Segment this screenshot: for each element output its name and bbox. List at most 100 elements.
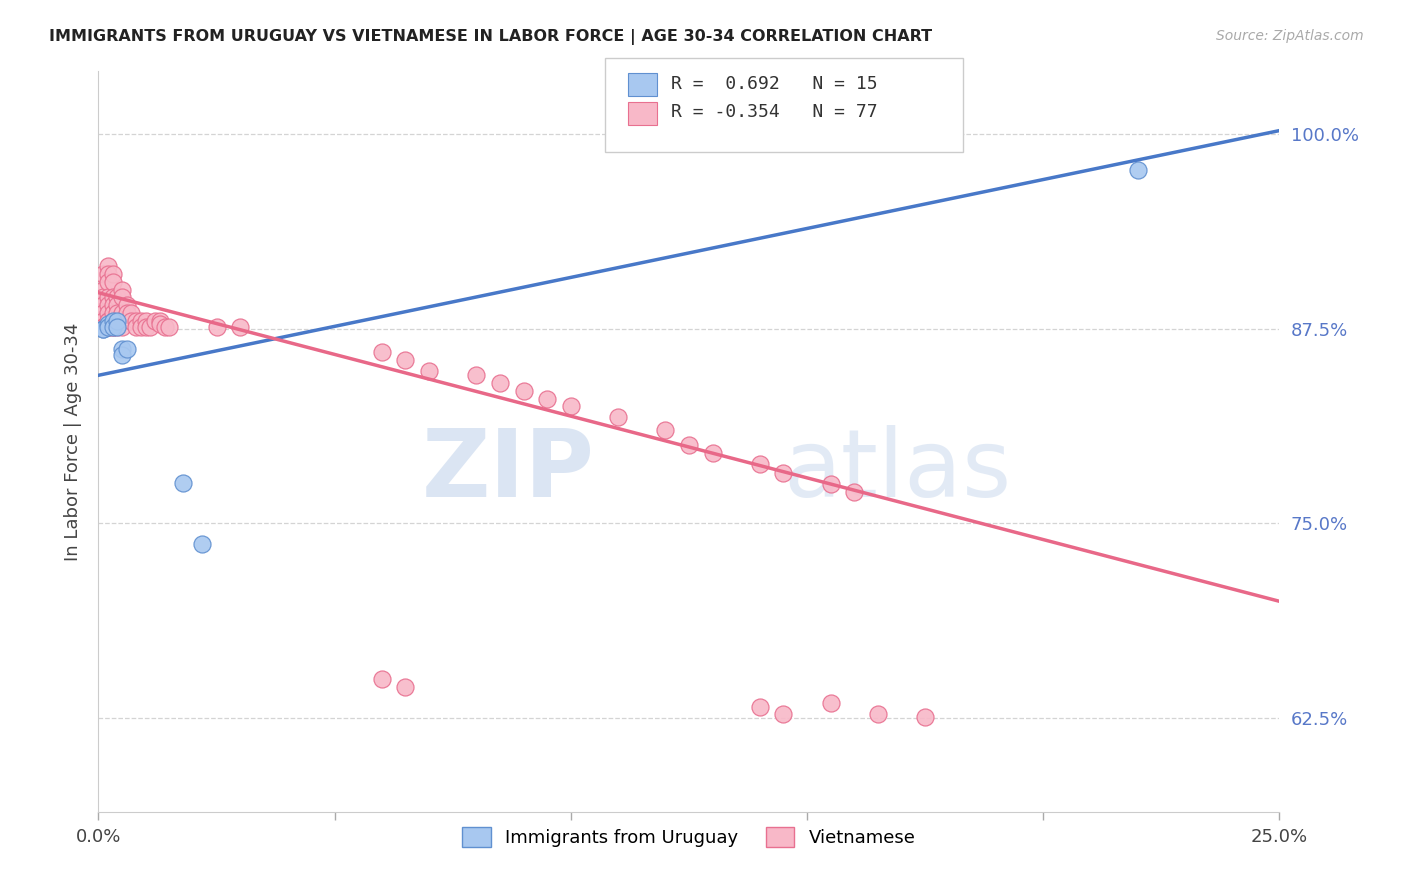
Point: [394, 352, 416, 367]
Point: [149, 314, 172, 328]
Point: [97, 259, 120, 273]
Legend: Immigrants from Uruguay, Vietnamese: Immigrants from Uruguay, Vietnamese: [456, 820, 922, 855]
Point: [111, 283, 134, 297]
Point: [465, 368, 488, 383]
Point: [101, 275, 124, 289]
Point: [105, 314, 128, 328]
Point: [97, 320, 120, 334]
Point: [149, 317, 172, 331]
Point: [371, 672, 394, 686]
Point: [820, 477, 842, 491]
Point: [125, 320, 148, 334]
Point: [101, 314, 124, 328]
Text: atlas: atlas: [783, 425, 1012, 517]
Point: [844, 485, 866, 500]
Point: [101, 298, 124, 312]
Point: [97, 275, 120, 289]
Point: [172, 475, 194, 490]
Point: [97, 306, 120, 320]
Point: [191, 536, 214, 550]
Point: [125, 314, 148, 328]
Text: IMMIGRANTS FROM URUGUAY VS VIETNAMESE IN LABOR FORCE | AGE 30-34 CORRELATION CHA: IMMIGRANTS FROM URUGUAY VS VIETNAMESE IN…: [49, 29, 932, 45]
Point: [512, 384, 534, 398]
Point: [115, 342, 138, 356]
Point: [101, 306, 124, 320]
Point: [129, 320, 152, 334]
Point: [97, 314, 120, 328]
Point: [157, 320, 180, 334]
Point: [866, 706, 889, 721]
Point: [914, 709, 936, 723]
Text: ZIP: ZIP: [422, 425, 595, 517]
Point: [1126, 162, 1149, 177]
Point: [139, 320, 162, 334]
Point: [97, 320, 120, 334]
Point: [97, 298, 120, 312]
Y-axis label: In Labor Force | Age 30-34: In Labor Force | Age 30-34: [63, 322, 82, 561]
Point: [229, 320, 252, 334]
Point: [121, 306, 143, 320]
Point: [97, 320, 120, 334]
Point: [97, 317, 120, 331]
Point: [772, 706, 794, 721]
Point: [121, 314, 143, 328]
Point: [394, 680, 416, 694]
Point: [101, 320, 124, 334]
Point: [101, 320, 124, 334]
Point: [91, 267, 114, 281]
Point: [101, 320, 124, 334]
Point: [111, 306, 134, 320]
Point: [115, 306, 138, 320]
Point: [748, 457, 770, 471]
Point: [105, 314, 128, 328]
Point: [97, 290, 120, 304]
Point: [91, 314, 114, 328]
Point: [91, 298, 114, 312]
Point: [111, 348, 134, 362]
Point: [91, 290, 114, 304]
Point: [153, 320, 176, 334]
Point: [105, 290, 128, 304]
Point: [772, 467, 794, 481]
Point: [97, 320, 120, 334]
Point: [135, 320, 157, 334]
Point: [678, 438, 700, 452]
Point: [702, 446, 724, 460]
Point: [205, 320, 228, 334]
Point: [115, 298, 138, 312]
Point: [91, 321, 114, 335]
Point: [111, 342, 134, 356]
Point: [91, 320, 114, 334]
Point: [101, 267, 124, 281]
Point: [111, 320, 134, 334]
Point: [101, 290, 124, 304]
Point: [560, 400, 582, 414]
Point: [607, 410, 630, 425]
Point: [97, 267, 120, 281]
Point: [111, 290, 134, 304]
Text: R =  0.692   N = 15: R = 0.692 N = 15: [671, 75, 877, 93]
Point: [371, 345, 394, 359]
Text: R = -0.354   N = 77: R = -0.354 N = 77: [671, 103, 877, 121]
Point: [748, 700, 770, 714]
Point: [820, 696, 842, 710]
Point: [654, 423, 676, 437]
Point: [111, 314, 134, 328]
Point: [91, 283, 114, 297]
Point: [418, 363, 440, 377]
Point: [91, 306, 114, 320]
Point: [143, 314, 166, 328]
Point: [97, 314, 120, 328]
Text: Source: ZipAtlas.com: Source: ZipAtlas.com: [1216, 29, 1364, 43]
Point: [105, 320, 128, 334]
Point: [135, 314, 157, 328]
Point: [105, 320, 128, 334]
Point: [101, 314, 124, 328]
Point: [105, 306, 128, 320]
Point: [91, 320, 114, 334]
Point: [105, 298, 128, 312]
Point: [489, 376, 512, 390]
Point: [91, 321, 114, 335]
Point: [129, 314, 152, 328]
Point: [536, 392, 558, 406]
